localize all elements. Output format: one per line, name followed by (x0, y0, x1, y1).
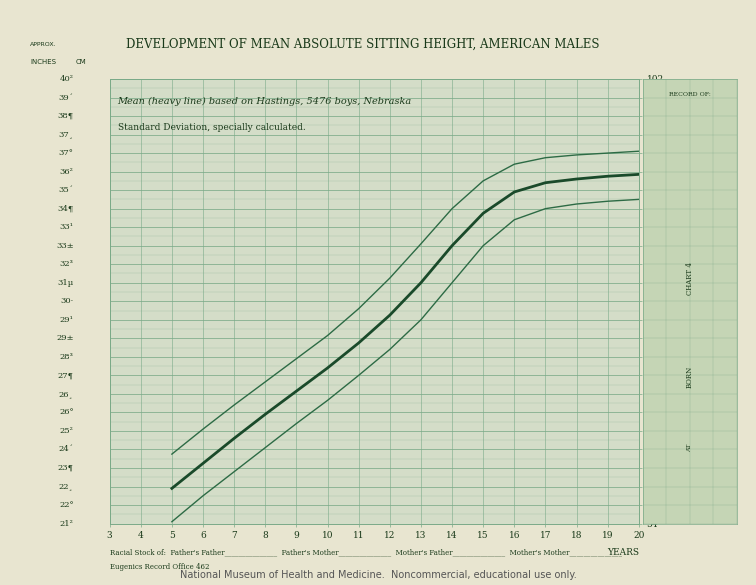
Text: 22¸: 22¸ (59, 483, 73, 491)
Text: Mean (heavy line) based on Hastings, 5476 boys, Nebraska: Mean (heavy line) based on Hastings, 547… (118, 97, 412, 106)
Text: Standard Deviation, specially calculated.: Standard Deviation, specially calculated… (118, 123, 305, 132)
Text: 33¹: 33¹ (60, 223, 73, 231)
Text: 34¶: 34¶ (57, 205, 73, 213)
Text: 33±: 33± (56, 242, 73, 250)
Text: 26°: 26° (59, 408, 73, 417)
Text: Eugenics Record Office 462: Eugenics Record Office 462 (110, 563, 209, 571)
Text: 27¶: 27¶ (57, 371, 73, 380)
Text: 35´: 35´ (59, 186, 73, 194)
Text: 26¸: 26¸ (59, 390, 73, 398)
Text: Racial Stock of:  Father's Father_______________  Father's Mother_______________: Racial Stock of: Father's Father________… (110, 549, 621, 557)
Text: APPROX.: APPROX. (30, 42, 57, 47)
Text: 28³: 28³ (60, 353, 73, 361)
Text: 40²: 40² (60, 75, 73, 83)
Text: 24´: 24´ (59, 445, 73, 453)
Text: INCHES: INCHES (30, 59, 57, 65)
Text: RECORD OF:: RECORD OF: (669, 92, 711, 97)
Text: 25²: 25² (60, 427, 73, 435)
Text: 22°: 22° (59, 501, 73, 509)
Text: 29±: 29± (56, 334, 73, 342)
Text: 37¸: 37¸ (59, 130, 73, 139)
Text: 23¶: 23¶ (57, 464, 73, 472)
Text: 36²: 36² (60, 167, 73, 175)
Text: 38¶: 38¶ (57, 112, 73, 120)
Text: 31µ: 31µ (57, 278, 73, 287)
Text: 29¹: 29¹ (60, 316, 73, 324)
Text: 21²: 21² (60, 519, 73, 528)
Text: 37°: 37° (59, 149, 73, 157)
Text: CHART 4: CHART 4 (686, 263, 694, 295)
Text: 30·: 30· (60, 297, 73, 305)
Text: DEVELOPMENT OF MEAN ABSOLUTE SITTING HEIGHT, AMERICAN MALES: DEVELOPMENT OF MEAN ABSOLUTE SITTING HEI… (126, 38, 600, 51)
Text: AT: AT (687, 444, 692, 452)
Text: YEARS: YEARS (607, 548, 639, 557)
Text: 32³: 32³ (60, 260, 73, 269)
Text: National Museum of Health and Medicine.  Noncommercial, educational use only.: National Museum of Health and Medicine. … (180, 570, 576, 580)
Text: CM: CM (76, 59, 87, 65)
Text: BORN: BORN (686, 366, 694, 388)
Text: 39´: 39´ (59, 94, 73, 102)
